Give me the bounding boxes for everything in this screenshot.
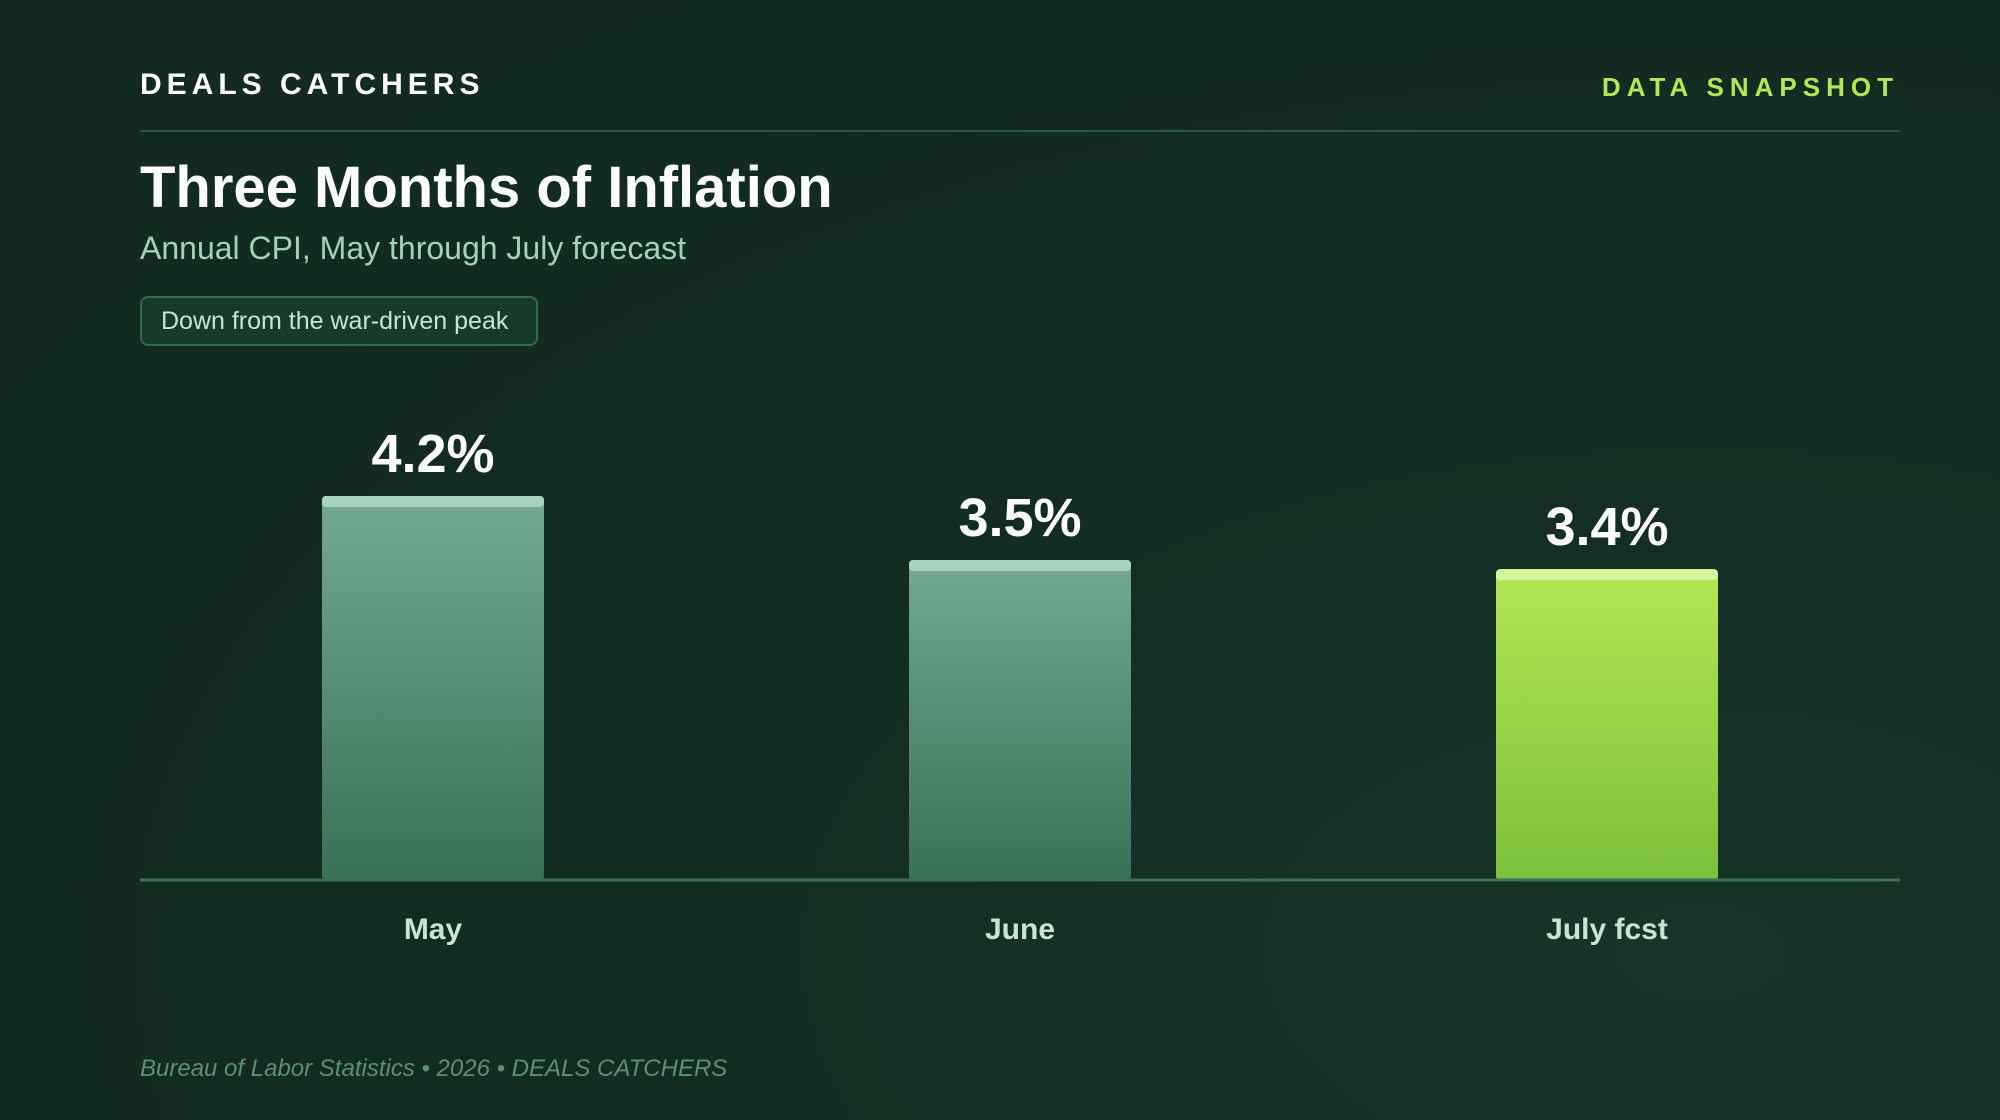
brand-name: DEALS CATCHERS (140, 68, 485, 101)
source-footer: Bureau of Labor Statistics • 2026 • DEAL… (140, 1055, 728, 1082)
category-label-july-fcst: July fcst (1546, 913, 1668, 946)
category-label-may: May (404, 913, 463, 946)
chart-title: Three Months of Inflation (140, 155, 833, 220)
chart-subtitle: Annual CPI, May through July forecast (140, 230, 687, 266)
annotation-badge: Down from the war-driven peak (140, 296, 539, 346)
bar-may (322, 496, 544, 880)
value-label-july-fcst: 3.4% (1545, 497, 1668, 557)
value-label-may: 4.2% (371, 424, 494, 484)
header-divider (140, 130, 1900, 132)
bar-cap-june (909, 560, 1131, 571)
bar-june (909, 560, 1131, 880)
data-snapshot-tag: DATA SNAPSHOT (1601, 72, 1899, 102)
value-label-june: 3.5% (958, 488, 1081, 548)
bar-july-fcst (1496, 569, 1718, 880)
bar-cap-july-fcst (1496, 569, 1718, 581)
bar-cap-may (322, 496, 544, 507)
category-label-june: June (985, 913, 1055, 946)
